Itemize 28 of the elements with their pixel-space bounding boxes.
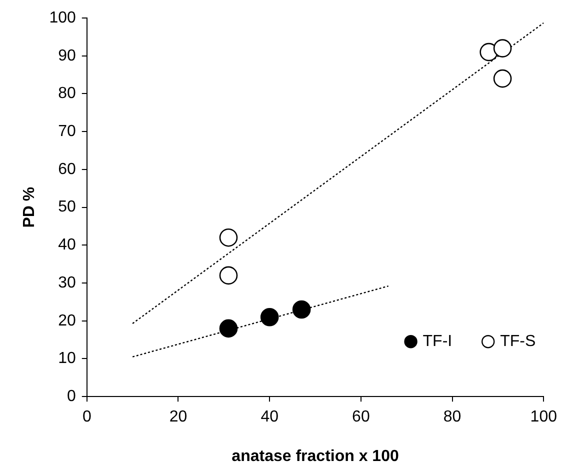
x-tick-label: 60 [352,408,370,426]
y-tick-label: 0 [66,388,76,406]
point [219,266,238,285]
y-tick-label: 60 [58,160,76,178]
x-tick-label: 0 [82,408,92,426]
point [219,319,238,338]
y-tick-label: 30 [58,274,76,292]
y-tick-label: 90 [58,47,76,64]
point [292,300,311,319]
y-tick-label: 10 [58,350,76,368]
y-tick-label: 100 [49,9,76,26]
y-tick-label: 80 [58,85,76,102]
legend-label: TF-I [422,333,452,350]
legend-label: TF-S [500,333,536,350]
point [493,69,512,88]
point [219,228,238,247]
y-axis-title: PD % [21,186,38,228]
point [260,308,279,326]
x-tick-label: 100 [530,408,558,426]
y-tick-label: 20 [58,312,76,330]
x-axis-title: anatase fraction x 100 [232,448,399,465]
y-tick-label: 50 [58,198,76,216]
x-tick-label: 80 [443,408,462,426]
y-tick-label: 40 [58,236,76,254]
x-tick-label: 40 [260,408,279,426]
point [493,39,512,58]
y-tick-label: 70 [58,122,76,140]
x-tick-label: 20 [169,408,188,426]
